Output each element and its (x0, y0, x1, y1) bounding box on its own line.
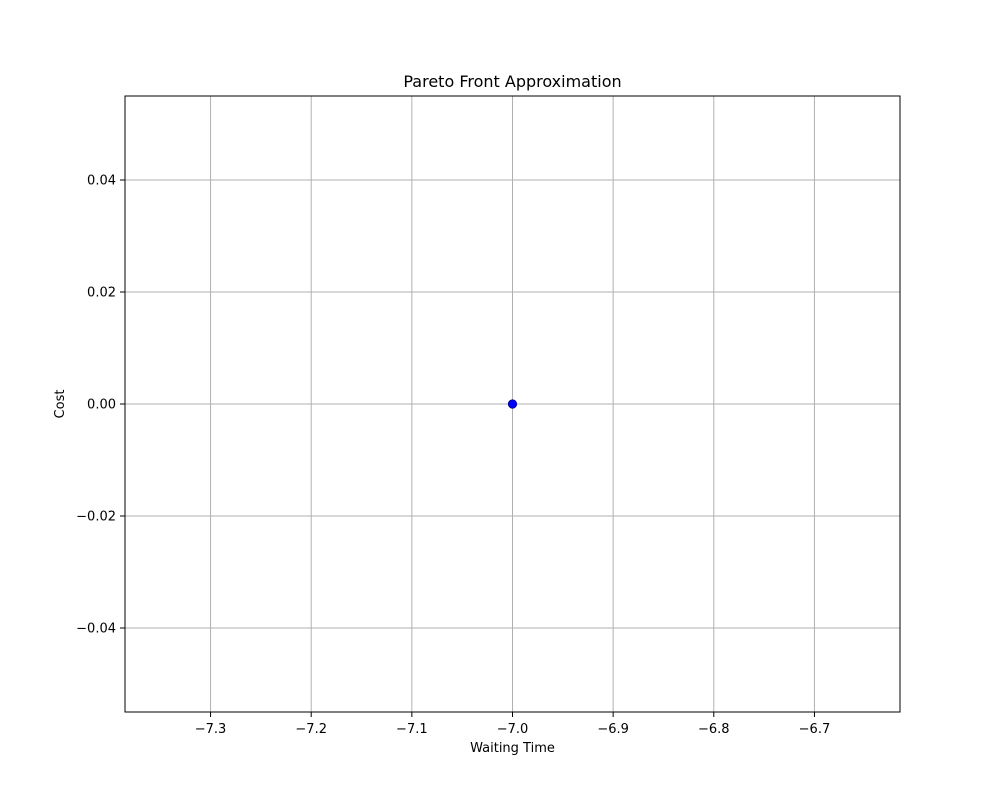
y-tick-label: 0.02 (87, 286, 116, 301)
x-tick-label: −7.3 (195, 722, 227, 737)
data-points (507, 399, 518, 409)
x-axis-ticks: −7.3 −7.2 −7.1 −7.0 −6.9 −6.8 −6.7 (195, 712, 830, 737)
x-tick-label: −6.9 (597, 722, 629, 737)
y-axis-label: Cost (53, 390, 68, 419)
y-tick-label: −0.04 (76, 622, 116, 637)
x-axis-label: Waiting Time (470, 741, 555, 756)
y-tick-label: −0.02 (76, 510, 116, 525)
x-tick-label: −6.7 (799, 722, 831, 737)
x-tick-label: −7.2 (295, 722, 327, 737)
y-tick-label: 0.00 (87, 398, 116, 413)
y-tick-label: 0.04 (87, 174, 116, 189)
y-axis-ticks: −0.04 −0.02 0.00 0.02 0.04 (76, 174, 125, 637)
x-tick-label: −7.1 (396, 722, 428, 737)
data-point (507, 399, 518, 409)
x-tick-label: −7.0 (497, 722, 529, 737)
x-tick-label: −6.8 (698, 722, 730, 737)
chart-title: Pareto Front Approximation (403, 72, 621, 91)
grid (125, 96, 900, 712)
